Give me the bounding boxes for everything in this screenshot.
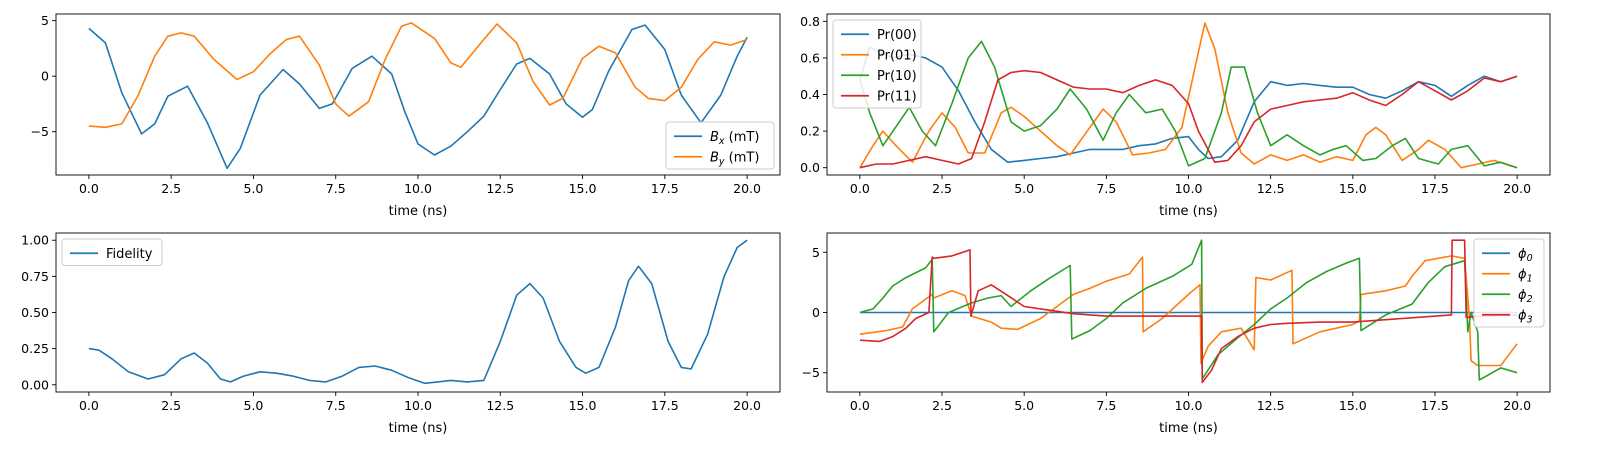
x-axis-label: time (ns) bbox=[389, 421, 448, 436]
legend-label-3: Pr(11) bbox=[877, 89, 917, 104]
x-tick-label: 17.5 bbox=[651, 181, 679, 196]
x-tick-label: 15.0 bbox=[1339, 181, 1367, 196]
series-line-2 bbox=[859, 40, 1518, 169]
legend-box bbox=[61, 238, 163, 266]
series-line-1 bbox=[859, 255, 1518, 367]
y-tick-label: −5 bbox=[31, 124, 49, 139]
x-tick-label: 12.5 bbox=[1257, 398, 1285, 413]
legend-box bbox=[832, 19, 922, 109]
series-line-1 bbox=[859, 22, 1518, 169]
legend: ϕ0 ϕ1 ϕ2 ϕ3 bbox=[1473, 238, 1545, 328]
x-tick-label: 0.0 bbox=[850, 398, 870, 413]
x-tick-label: 20.0 bbox=[1503, 398, 1531, 413]
x-tick-label: 17.5 bbox=[1421, 181, 1449, 196]
series-line-0 bbox=[859, 46, 1518, 163]
y-tick-label: 0.8 bbox=[800, 14, 820, 29]
legend: Bx (mT) By (mT) bbox=[665, 121, 775, 170]
legend: Pr(00) Pr(01) Pr(10) Pr(11) bbox=[832, 19, 922, 109]
y-tick-label: 0.6 bbox=[800, 50, 820, 65]
x-tick-label: 17.5 bbox=[1421, 398, 1449, 413]
x-tick-label: 12.5 bbox=[1257, 181, 1285, 196]
legend-label-3: ϕ3 bbox=[1518, 308, 1533, 325]
phase-chart: 0.0 2.5 5.0 7.5 10.0 12.5 15.0 17.5 20.0 5 0 −5 time… bbox=[802, 232, 1551, 436]
legend-label-0: Fidelity bbox=[106, 247, 153, 262]
x-tick-label: 10.0 bbox=[1175, 398, 1203, 413]
x-tick-label: 5.0 bbox=[1014, 398, 1034, 413]
y-tick-label: 5 bbox=[41, 13, 49, 28]
axes-frame bbox=[55, 232, 781, 393]
probability-chart: 0.0 2.5 5.0 7.5 10.0 12.5 15.0 17.5 20.0 0.8 0.6 0.… bbox=[800, 13, 1551, 219]
x-tick-label: 15.0 bbox=[1339, 398, 1367, 413]
y-tick-label: −5 bbox=[802, 365, 820, 380]
legend-label-2: ϕ2 bbox=[1518, 288, 1533, 305]
x-tick-label: 0.0 bbox=[850, 181, 870, 196]
x-axis-label: time (ns) bbox=[1159, 204, 1218, 219]
y-tick-label: 0.50 bbox=[21, 305, 49, 320]
legend-label-0: ϕ0 bbox=[1518, 247, 1533, 264]
x-axis-label: time (ns) bbox=[389, 204, 448, 219]
x-tick-label: 7.5 bbox=[1096, 398, 1116, 413]
x-tick-label: 20.0 bbox=[1503, 181, 1531, 196]
legend-label-1: By (mT) bbox=[710, 150, 759, 167]
x-tick-label: 7.5 bbox=[326, 398, 346, 413]
x-tick-label: 20.0 bbox=[733, 398, 761, 413]
legend-box bbox=[1473, 238, 1545, 328]
x-tick-label: 2.5 bbox=[932, 398, 952, 413]
x-tick-label: 5.0 bbox=[1014, 181, 1034, 196]
series-line-3 bbox=[859, 239, 1518, 384]
series-line-1 bbox=[88, 22, 748, 129]
x-tick-label: 10.0 bbox=[404, 398, 432, 413]
x-tick-label: 0.0 bbox=[79, 181, 99, 196]
series-line-2 bbox=[859, 239, 1518, 381]
legend-label-0: Pr(00) bbox=[877, 28, 917, 43]
series-line-3 bbox=[859, 69, 1518, 169]
x-tick-label: 10.0 bbox=[1175, 181, 1203, 196]
x-tick-label: 5.0 bbox=[244, 398, 264, 413]
legend-label-1: ϕ1 bbox=[1518, 267, 1533, 284]
series-line-0 bbox=[88, 239, 748, 385]
x-axis-label: time (ns) bbox=[1159, 421, 1218, 436]
legend-label-1: Pr(01) bbox=[877, 48, 917, 63]
x-tick-label: 2.5 bbox=[932, 181, 952, 196]
y-tick-label: 0 bbox=[812, 305, 820, 320]
series-line-0 bbox=[88, 24, 748, 170]
x-tick-label: 17.5 bbox=[651, 398, 679, 413]
y-tick-label: 0.25 bbox=[21, 341, 49, 356]
y-tick-label: 0.75 bbox=[21, 269, 49, 284]
x-tick-label: 2.5 bbox=[161, 181, 181, 196]
x-tick-label: 5.0 bbox=[244, 181, 264, 196]
x-tick-label: 10.0 bbox=[404, 181, 432, 196]
x-tick-label: 15.0 bbox=[569, 398, 597, 413]
x-tick-label: 0.0 bbox=[79, 398, 99, 413]
y-tick-label: 0.2 bbox=[800, 124, 820, 139]
y-tick-label: 1.00 bbox=[21, 233, 49, 248]
x-tick-label: 20.0 bbox=[733, 181, 761, 196]
x-tick-label: 2.5 bbox=[161, 398, 181, 413]
legend-label-0: Bx (mT) bbox=[710, 130, 759, 147]
bfield-chart: 0.0 2.5 5.0 7.5 10.0 12.5 15.0 17.5 20.0 5 0 −5 time… bbox=[31, 13, 781, 219]
y-tick-label: 0.0 bbox=[800, 160, 820, 175]
y-tick-label: 0.00 bbox=[21, 377, 49, 392]
x-tick-label: 12.5 bbox=[486, 181, 514, 196]
y-tick-label: 5 bbox=[812, 245, 820, 260]
x-tick-label: 15.0 bbox=[569, 181, 597, 196]
legend-label-2: Pr(10) bbox=[877, 69, 917, 84]
x-tick-label: 12.5 bbox=[486, 398, 514, 413]
legend: Fidelity bbox=[61, 238, 163, 266]
y-tick-label: 0 bbox=[41, 69, 49, 84]
fidelity-chart: 0.0 2.5 5.0 7.5 10.0 12.5 15.0 17.5 20.0 1.00 0.75… bbox=[21, 232, 781, 436]
x-tick-label: 7.5 bbox=[1096, 181, 1116, 196]
x-tick-label: 7.5 bbox=[326, 181, 346, 196]
y-tick-label: 0.4 bbox=[800, 87, 820, 102]
